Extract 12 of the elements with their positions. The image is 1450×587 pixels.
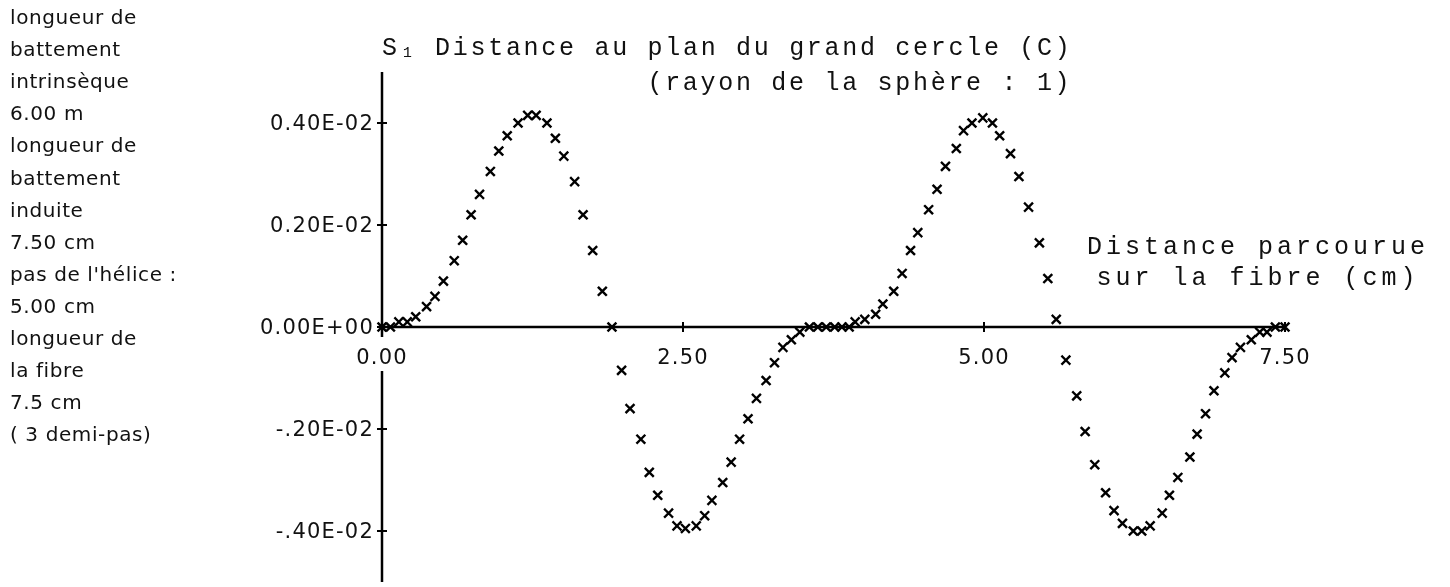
y-tick-label: -.20E-02 bbox=[275, 417, 374, 441]
y-axis-title: S₁ Distance au plan du grand cercle (C) (rayon de la sphère : 1) bbox=[382, 33, 1073, 98]
text: longueur de la fibre 7.5 cm ( 3 demi-pas) bbox=[10, 326, 152, 447]
x-tick-label: 7.50 bbox=[1259, 345, 1311, 369]
y-tick-label: 0.40E-02 bbox=[270, 111, 374, 135]
y-tick-label: 0.00E+00 bbox=[260, 315, 374, 339]
x-axis-title: Distance parcourue sur la fibre (cm) bbox=[1086, 232, 1430, 293]
x-tick-label: 5.00 bbox=[958, 345, 1010, 369]
x-tick-label: 2.50 bbox=[657, 345, 709, 369]
y-tick-label: 0.20E-02 bbox=[270, 213, 374, 237]
y-tick-label: -.40E-02 bbox=[275, 519, 374, 543]
x-tick-label: 0.00 bbox=[356, 345, 408, 369]
